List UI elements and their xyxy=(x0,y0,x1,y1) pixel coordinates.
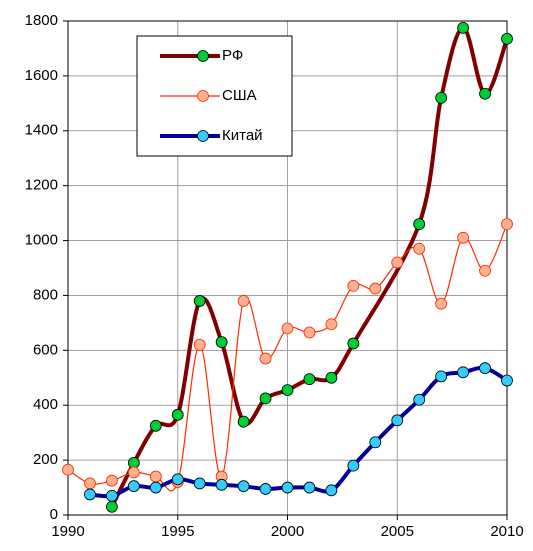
data-point xyxy=(127,480,140,493)
legend: РФ США Китай xyxy=(136,35,293,157)
data-point xyxy=(215,478,228,491)
data-point xyxy=(127,466,140,479)
x-tick-label: 2010 xyxy=(490,523,523,540)
data-point xyxy=(237,415,250,428)
data-point xyxy=(193,338,206,351)
y-tick-label: 1400 xyxy=(25,122,58,139)
y-tick-label: 1600 xyxy=(25,67,58,84)
data-point xyxy=(62,463,74,476)
legend-marker xyxy=(197,50,209,62)
legend-label: Китай xyxy=(222,127,263,144)
legend-marker xyxy=(197,130,209,142)
data-point xyxy=(106,474,118,487)
data-point xyxy=(369,282,382,295)
data-point xyxy=(215,336,228,349)
data-point xyxy=(259,352,272,365)
y-tick-label: 200 xyxy=(33,451,58,468)
y-tick-label: 1200 xyxy=(25,177,58,194)
legend-label: РФ xyxy=(222,47,243,64)
data-point xyxy=(193,295,206,307)
data-point xyxy=(325,371,338,384)
data-point xyxy=(325,484,338,497)
data-point xyxy=(479,87,491,100)
y-tick-label: 1800 xyxy=(25,12,58,29)
data-point xyxy=(391,256,404,269)
data-point xyxy=(303,326,316,339)
data-point xyxy=(413,242,426,255)
data-point xyxy=(106,500,118,513)
data-point xyxy=(457,21,470,34)
data-point xyxy=(84,488,96,501)
y-tick-label: 800 xyxy=(33,286,58,303)
data-point xyxy=(259,483,272,495)
data-point xyxy=(435,370,448,383)
data-point xyxy=(237,295,250,307)
y-tick-label: 600 xyxy=(33,341,58,358)
data-point xyxy=(171,408,184,421)
data-point xyxy=(281,481,294,494)
data-point xyxy=(413,393,426,406)
legend-marker xyxy=(197,90,209,102)
x-tick-label: 1995 xyxy=(161,523,194,540)
x-tick-label: 2000 xyxy=(271,523,304,540)
data-point xyxy=(347,459,360,472)
plot-frame xyxy=(67,20,508,516)
data-point xyxy=(457,366,470,379)
data-point xyxy=(237,480,250,493)
data-point xyxy=(457,231,470,244)
data-point xyxy=(149,419,162,432)
data-point xyxy=(391,414,404,427)
data-point xyxy=(303,481,316,494)
x-tick-label: 1990 xyxy=(51,523,84,540)
data-point xyxy=(281,384,294,397)
data-point xyxy=(259,392,272,405)
data-point xyxy=(106,489,118,502)
data-point xyxy=(281,322,294,335)
data-point xyxy=(303,373,316,386)
data-point xyxy=(479,362,491,375)
y-tick-label: 1000 xyxy=(25,232,58,249)
data-point xyxy=(479,264,491,277)
data-point xyxy=(84,477,96,490)
data-point xyxy=(501,32,513,45)
y-tick-label: 0 xyxy=(50,506,58,523)
y-tick-label: 400 xyxy=(33,396,58,413)
data-point xyxy=(149,470,162,483)
data-point xyxy=(435,297,448,310)
legend-label: США xyxy=(222,87,257,104)
data-point xyxy=(347,337,360,350)
data-point xyxy=(347,279,360,292)
data-point xyxy=(501,374,513,387)
data-point xyxy=(193,477,206,490)
data-point xyxy=(413,218,426,230)
data-point xyxy=(369,436,382,449)
data-point xyxy=(149,481,162,494)
data-point xyxy=(501,218,513,230)
data-point xyxy=(435,91,448,104)
data-point xyxy=(325,318,338,331)
x-tick-label: 2005 xyxy=(381,523,414,540)
data-point xyxy=(171,473,184,486)
